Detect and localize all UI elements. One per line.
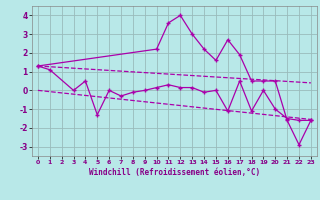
X-axis label: Windchill (Refroidissement éolien,°C): Windchill (Refroidissement éolien,°C)	[89, 168, 260, 177]
